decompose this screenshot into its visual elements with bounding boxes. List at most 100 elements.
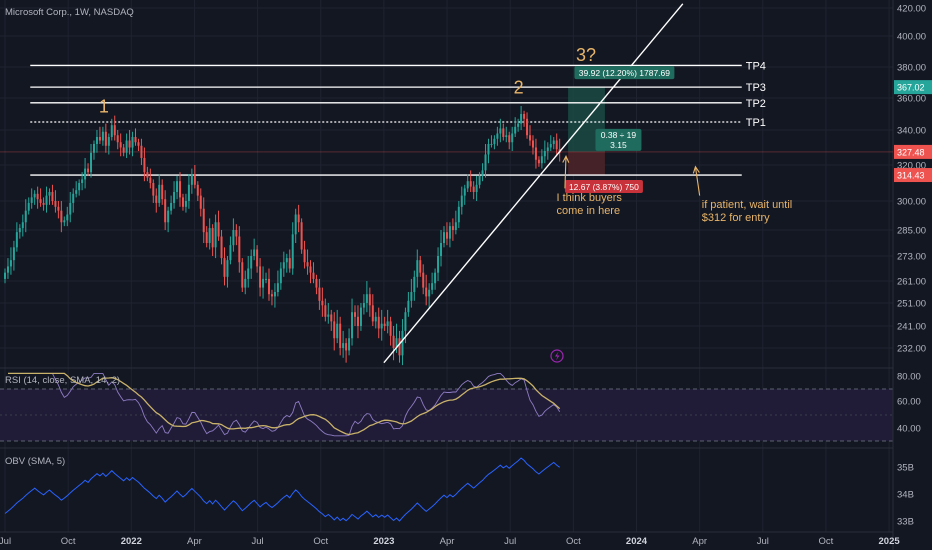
candle-body [288,258,291,269]
alert-icon[interactable] [550,349,564,363]
candle-body [511,133,514,143]
annotation-arrow-head [562,154,570,163]
ratio-box [595,128,642,151]
overlays: 1 2 3? 39.92 (12.20%) 1787.69 0.38 ÷ 193.15 1… [99,45,792,224]
time-tick-label: Oct [566,536,581,547]
candle-body [279,268,282,284]
candle-body [285,258,288,263]
candle-body [362,303,365,308]
candle-body [466,181,469,189]
candle-body [478,175,481,185]
candle-body [529,135,532,141]
candle-body [173,192,176,203]
candle-body [78,183,81,191]
candle-body [386,321,389,326]
candle-body [469,181,472,187]
candle-body [419,260,422,273]
annotation-arrow-shaft [564,156,567,189]
candle-body [48,192,51,196]
rsi-title: RSI (14, close, SMA, 14, 2) [5,375,120,386]
candle-body [517,123,520,127]
candle-body [190,174,193,185]
candle-body [87,168,90,173]
candle-body [170,202,173,211]
candle-body [493,138,496,144]
candle-body [42,202,45,205]
candle-body [60,210,63,223]
target-levels[interactable]: TP4 TP3 TP2 TP1 [30,60,766,176]
trendline[interactable] [383,3,684,364]
price-axis[interactable]: 232.00 241.00 251.00 261.00 273.00 285.00 300.… [894,4,932,528]
candle-body [505,135,508,137]
candle-body [540,156,543,164]
candle-body [134,137,137,143]
candle-body [425,287,428,297]
candle-body [534,147,537,160]
candle-body [164,199,167,223]
candle-body [238,236,241,263]
candle-body [137,142,140,146]
candle-body [45,195,48,205]
candle-body [247,268,250,279]
candle-body [481,170,484,176]
time-tick-label: Apr [187,536,202,547]
candle-body [149,177,152,183]
time-tick-label: 2023 [373,536,394,547]
candle-body [490,144,493,145]
candle-body [66,214,69,221]
candle-body [54,201,57,207]
candle-body [184,201,187,207]
candle-body [282,262,285,269]
candle-body [187,184,190,201]
time-tick-label: Apr [440,536,455,547]
candle-body [101,131,104,141]
candle-body [395,338,398,348]
candle-body [368,294,371,306]
candle-body [339,323,342,348]
candle-body [119,142,122,148]
candle-body [300,222,303,250]
candle-body [401,330,404,356]
candle-body [75,190,78,194]
candle-body [422,272,425,288]
annotation-text: I think buyers [557,192,623,204]
annotation-text: come in here [557,205,621,217]
time-tick-label: 2024 [626,536,648,547]
candle-body [499,128,502,134]
candle-body [348,338,351,351]
time-axis[interactable]: Jul Oct 2022 Apr Jul Oct 2023 Apr Jul Oct 2024 Apr J… [0,531,900,547]
price-tick-label: 400.00 [897,32,926,43]
ratio-box-line-1: 0.38 ÷ 19 [601,130,637,140]
candle-body [454,222,457,230]
candles [4,106,561,366]
candle-body [428,289,431,297]
candle-body [354,312,357,317]
candle-body [345,343,348,351]
candle-body [451,226,454,230]
candle-body [523,114,526,119]
candle-body [18,228,21,233]
wave-label: 1 [99,96,109,116]
candle-body [39,199,42,203]
candle-body [140,145,143,158]
candle-body [36,193,39,200]
candle-body [72,193,75,203]
candle-body [324,305,327,317]
time-tick-label: 2022 [121,536,142,547]
target-pill [574,66,675,80]
candle-body [199,195,202,209]
candle-body [472,186,475,192]
candle-body [413,276,416,292]
stop-pill-text: 12.67 (3.87%) 750 [569,182,639,192]
price-badge-text: 327.48 [897,147,925,157]
rsi-pane [8,372,561,437]
candle-body [321,300,324,306]
level-label-tp4: TP4 [746,60,766,72]
candle-body [146,172,149,178]
candle-body [167,210,170,223]
ascending-trendline [383,3,684,364]
price-tick-label: 251.00 [897,299,926,310]
candle-body [273,292,276,297]
candle-body [27,202,30,211]
